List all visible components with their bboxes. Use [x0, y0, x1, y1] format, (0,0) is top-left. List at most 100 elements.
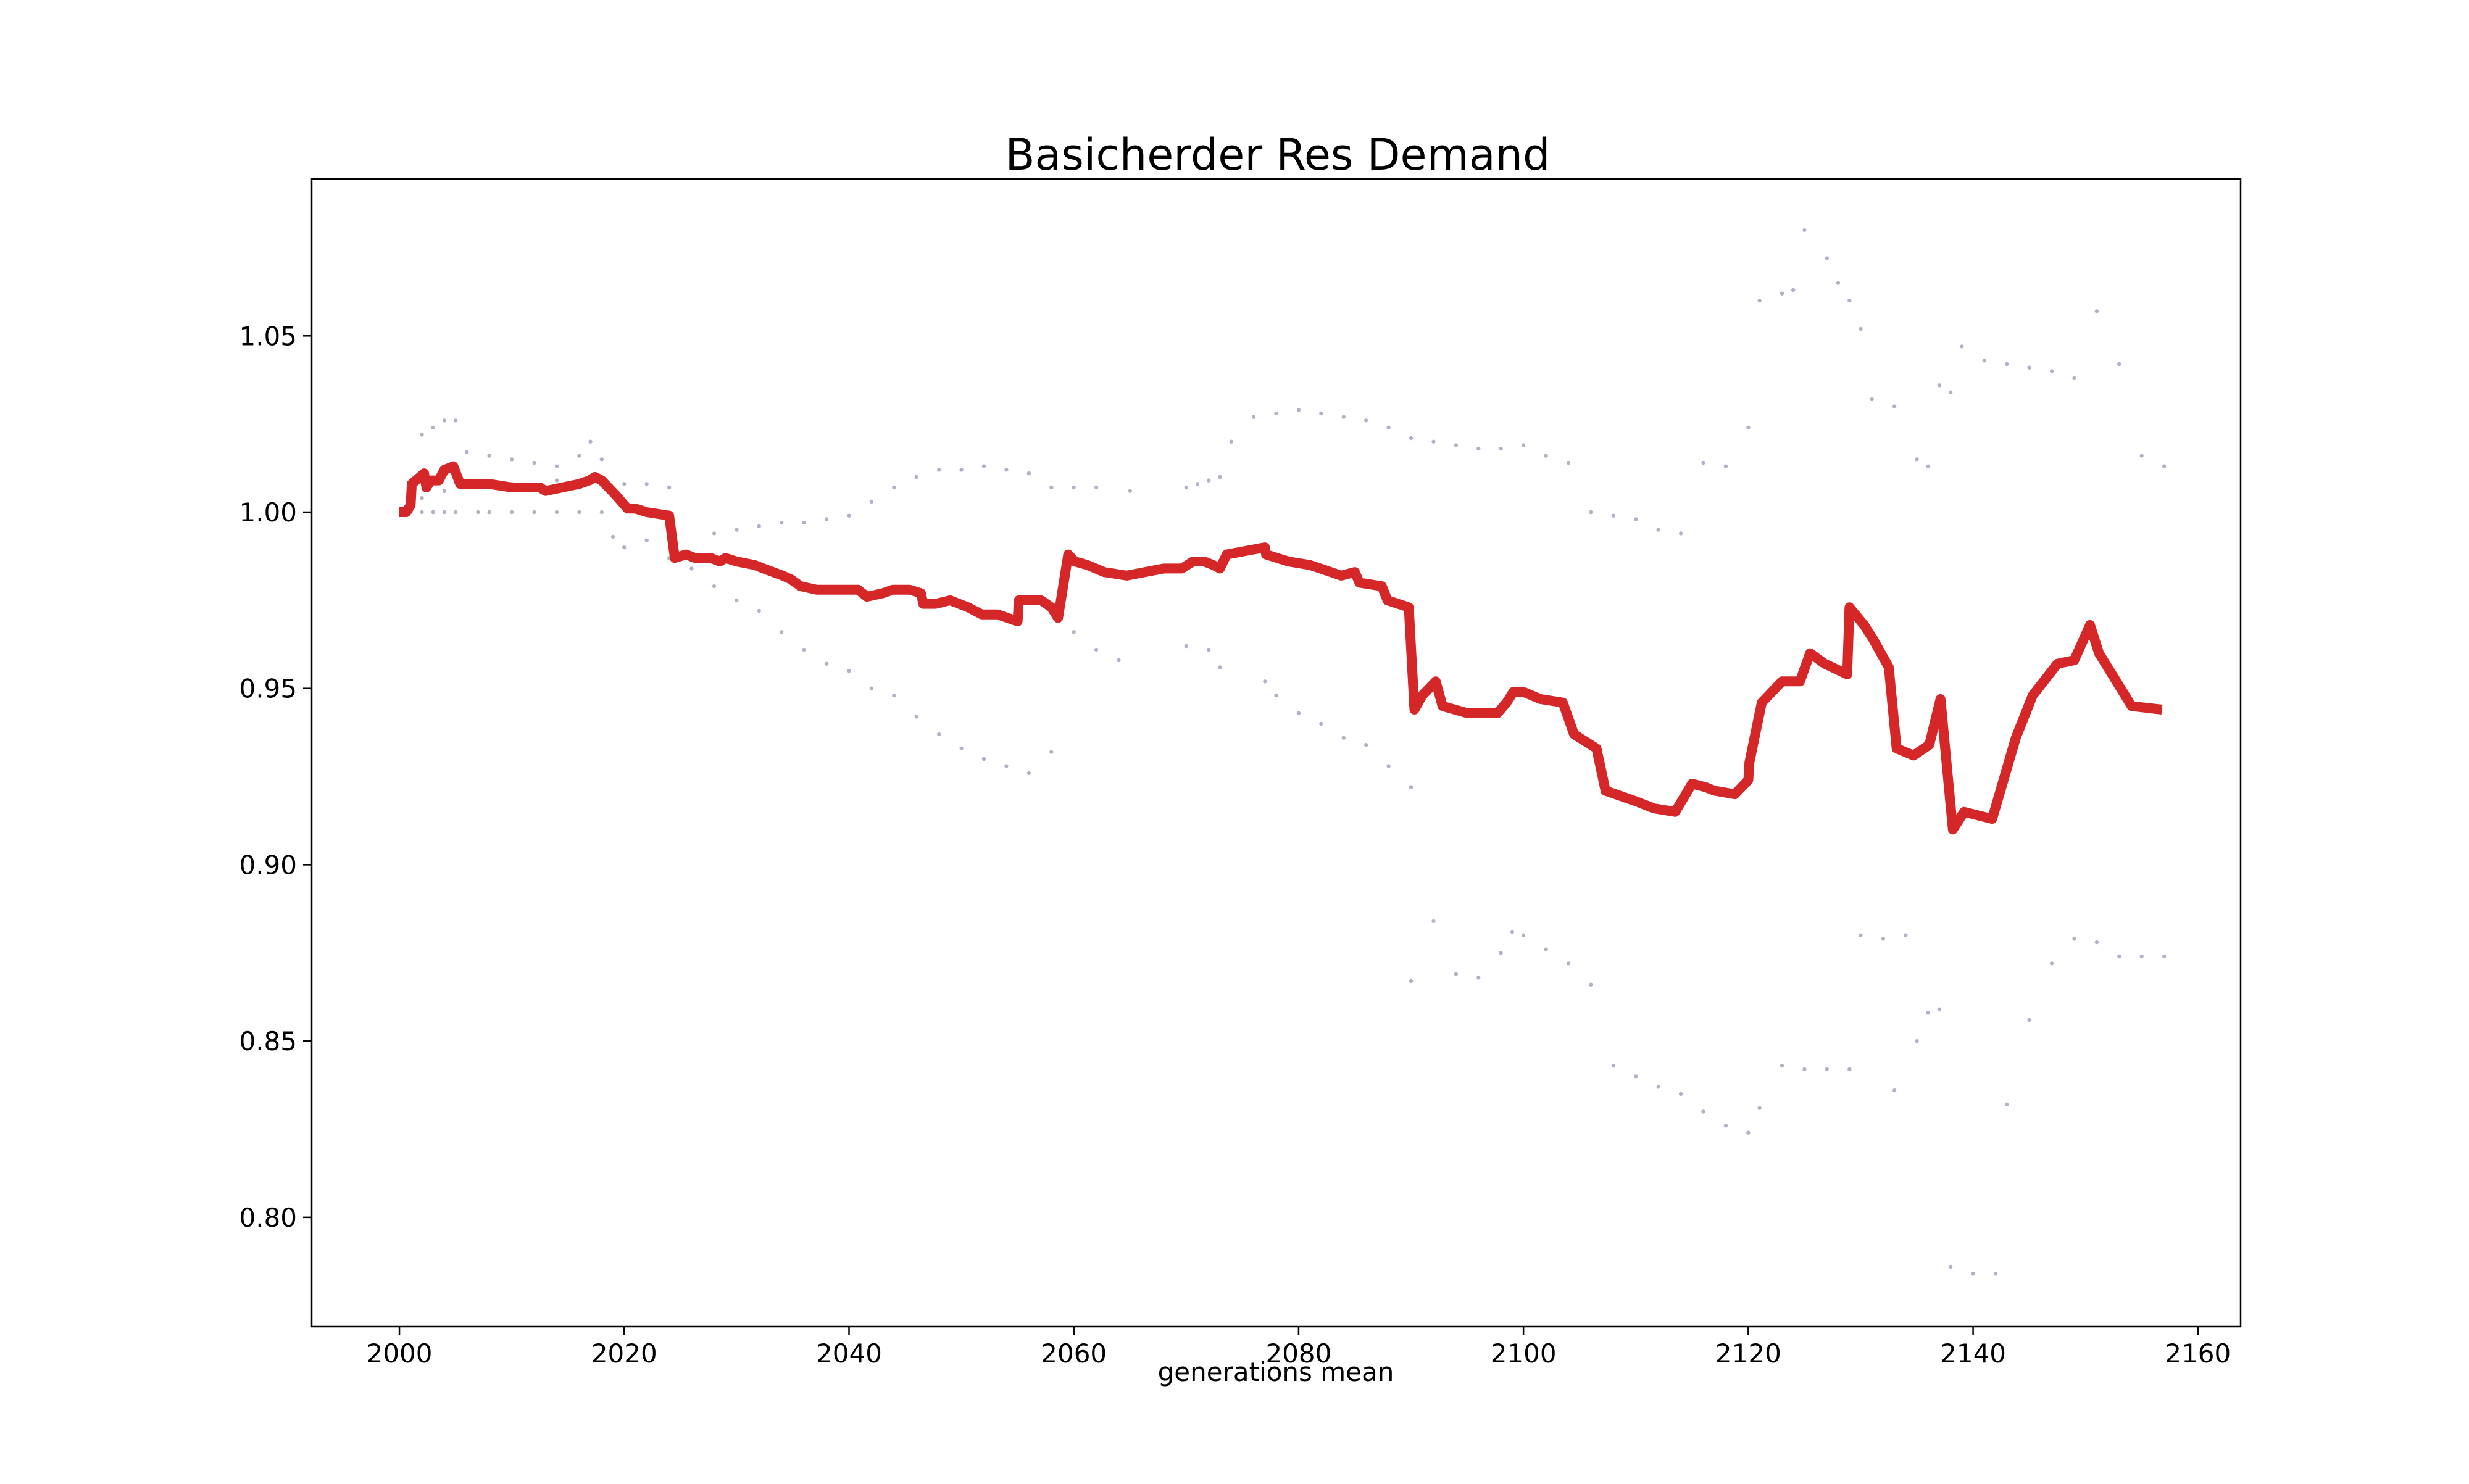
sample-point [1117, 658, 1121, 663]
sample-point [1499, 951, 1503, 955]
y-tick-label: 1.00 [239, 497, 297, 528]
sample-point [1960, 344, 1964, 349]
sample-point [1094, 647, 1099, 652]
sample-point [1634, 1074, 1638, 1079]
sample-point [1521, 933, 1526, 937]
sample-point [735, 598, 739, 603]
sample-point [1499, 446, 1503, 451]
sample-point [689, 566, 694, 571]
sample-point [599, 457, 604, 462]
x-tick-label: 2080 [1265, 1338, 1331, 1369]
sample-point [2117, 954, 2121, 959]
sample-point [644, 538, 649, 542]
sample-point [1802, 1067, 1807, 1072]
sample-point [780, 520, 784, 525]
sample-point [1926, 1011, 1930, 1015]
mean-line-layer [399, 461, 2163, 835]
sample-point [1218, 665, 1222, 669]
sample-point [1409, 436, 1414, 441]
sample-point [1949, 1264, 1953, 1269]
sample-point [981, 757, 986, 761]
sample-point [1229, 439, 1233, 444]
sample-point [487, 454, 491, 458]
sample-point [1915, 1038, 1919, 1043]
sample-point [577, 510, 581, 515]
sample-point [735, 528, 739, 532]
sample-point [610, 534, 615, 539]
sample-point [2049, 961, 2054, 966]
sample-point [2162, 464, 2167, 468]
sample-point [1026, 771, 1031, 776]
sample-point [1723, 1124, 1728, 1128]
sample-point [2139, 454, 2144, 458]
sample-point [1510, 929, 1515, 934]
sample-point [1128, 489, 1133, 493]
sample-point [1949, 390, 1953, 394]
sample-point [914, 715, 918, 719]
sample-point [1184, 485, 1189, 490]
sample-point [622, 482, 627, 486]
chart-title: Basicherder Res Demand [1006, 130, 1551, 180]
sample-point [1791, 288, 1796, 292]
sample-point [431, 510, 435, 515]
sample-point [2049, 369, 2054, 373]
sample-point [420, 495, 424, 500]
sample-point [892, 485, 896, 490]
sample-point [1937, 383, 1942, 388]
sample-point [1836, 281, 1841, 285]
y-tick-label: 0.80 [239, 1203, 297, 1233]
sample-point [981, 464, 986, 468]
sample-point [914, 475, 918, 479]
sample-point [1723, 464, 1728, 468]
sample-point [712, 584, 717, 589]
sample-point [588, 439, 593, 444]
sample-point [2072, 376, 2076, 381]
sample-point [1904, 933, 1908, 937]
sample-point [1780, 291, 1784, 296]
sample-point [1251, 415, 1256, 419]
x-axis-label: generations mean [1158, 1357, 1394, 1387]
sample-point [712, 531, 717, 536]
sample-point [1825, 256, 1829, 260]
sample-point [937, 732, 941, 737]
sample-point [1859, 326, 1863, 331]
sample-point [1915, 457, 1919, 462]
sample-point [1780, 1063, 1784, 1068]
sample-point [1218, 475, 1222, 479]
sample-point [1757, 298, 1762, 303]
y-tick-label: 1.05 [239, 321, 297, 351]
sample-point [1611, 1063, 1615, 1068]
sample-point [1802, 228, 1807, 233]
sample-point [1004, 764, 1009, 768]
x-tick-label: 2040 [816, 1338, 882, 1369]
sample-point [1409, 979, 1414, 984]
sample-point [1971, 1272, 1975, 1276]
sample-point [1634, 517, 1638, 521]
sample-point [1454, 972, 1459, 976]
sample-point [532, 460, 536, 465]
x-tick-label: 2140 [1940, 1338, 2006, 1369]
sample-point [780, 630, 784, 634]
x-tick-label: 2160 [2165, 1338, 2231, 1369]
sample-point [1746, 425, 1751, 430]
sample-point [1386, 764, 1391, 768]
sample-point [1296, 408, 1301, 412]
x-tick-label: 2060 [1041, 1338, 1107, 1369]
y-axis: 0.80 0.85 0.90 0.95 1.00 1.05 [239, 321, 312, 1233]
sample-point [1049, 750, 1054, 754]
sample-point [1207, 647, 1211, 652]
sample-point [577, 454, 581, 458]
sample-point [1072, 630, 1076, 634]
sample-point [1825, 1067, 1829, 1072]
sample-point [1566, 460, 1571, 465]
sample-point [2094, 940, 2099, 945]
sample-point [1847, 1067, 1852, 1072]
sample-point [532, 510, 536, 515]
sample-point [1454, 443, 1459, 447]
y-tick-label: 0.95 [239, 674, 297, 704]
sample-point [892, 693, 896, 698]
sample-point [599, 510, 604, 515]
sample-point [1937, 1007, 1942, 1011]
sample-point [847, 668, 851, 673]
